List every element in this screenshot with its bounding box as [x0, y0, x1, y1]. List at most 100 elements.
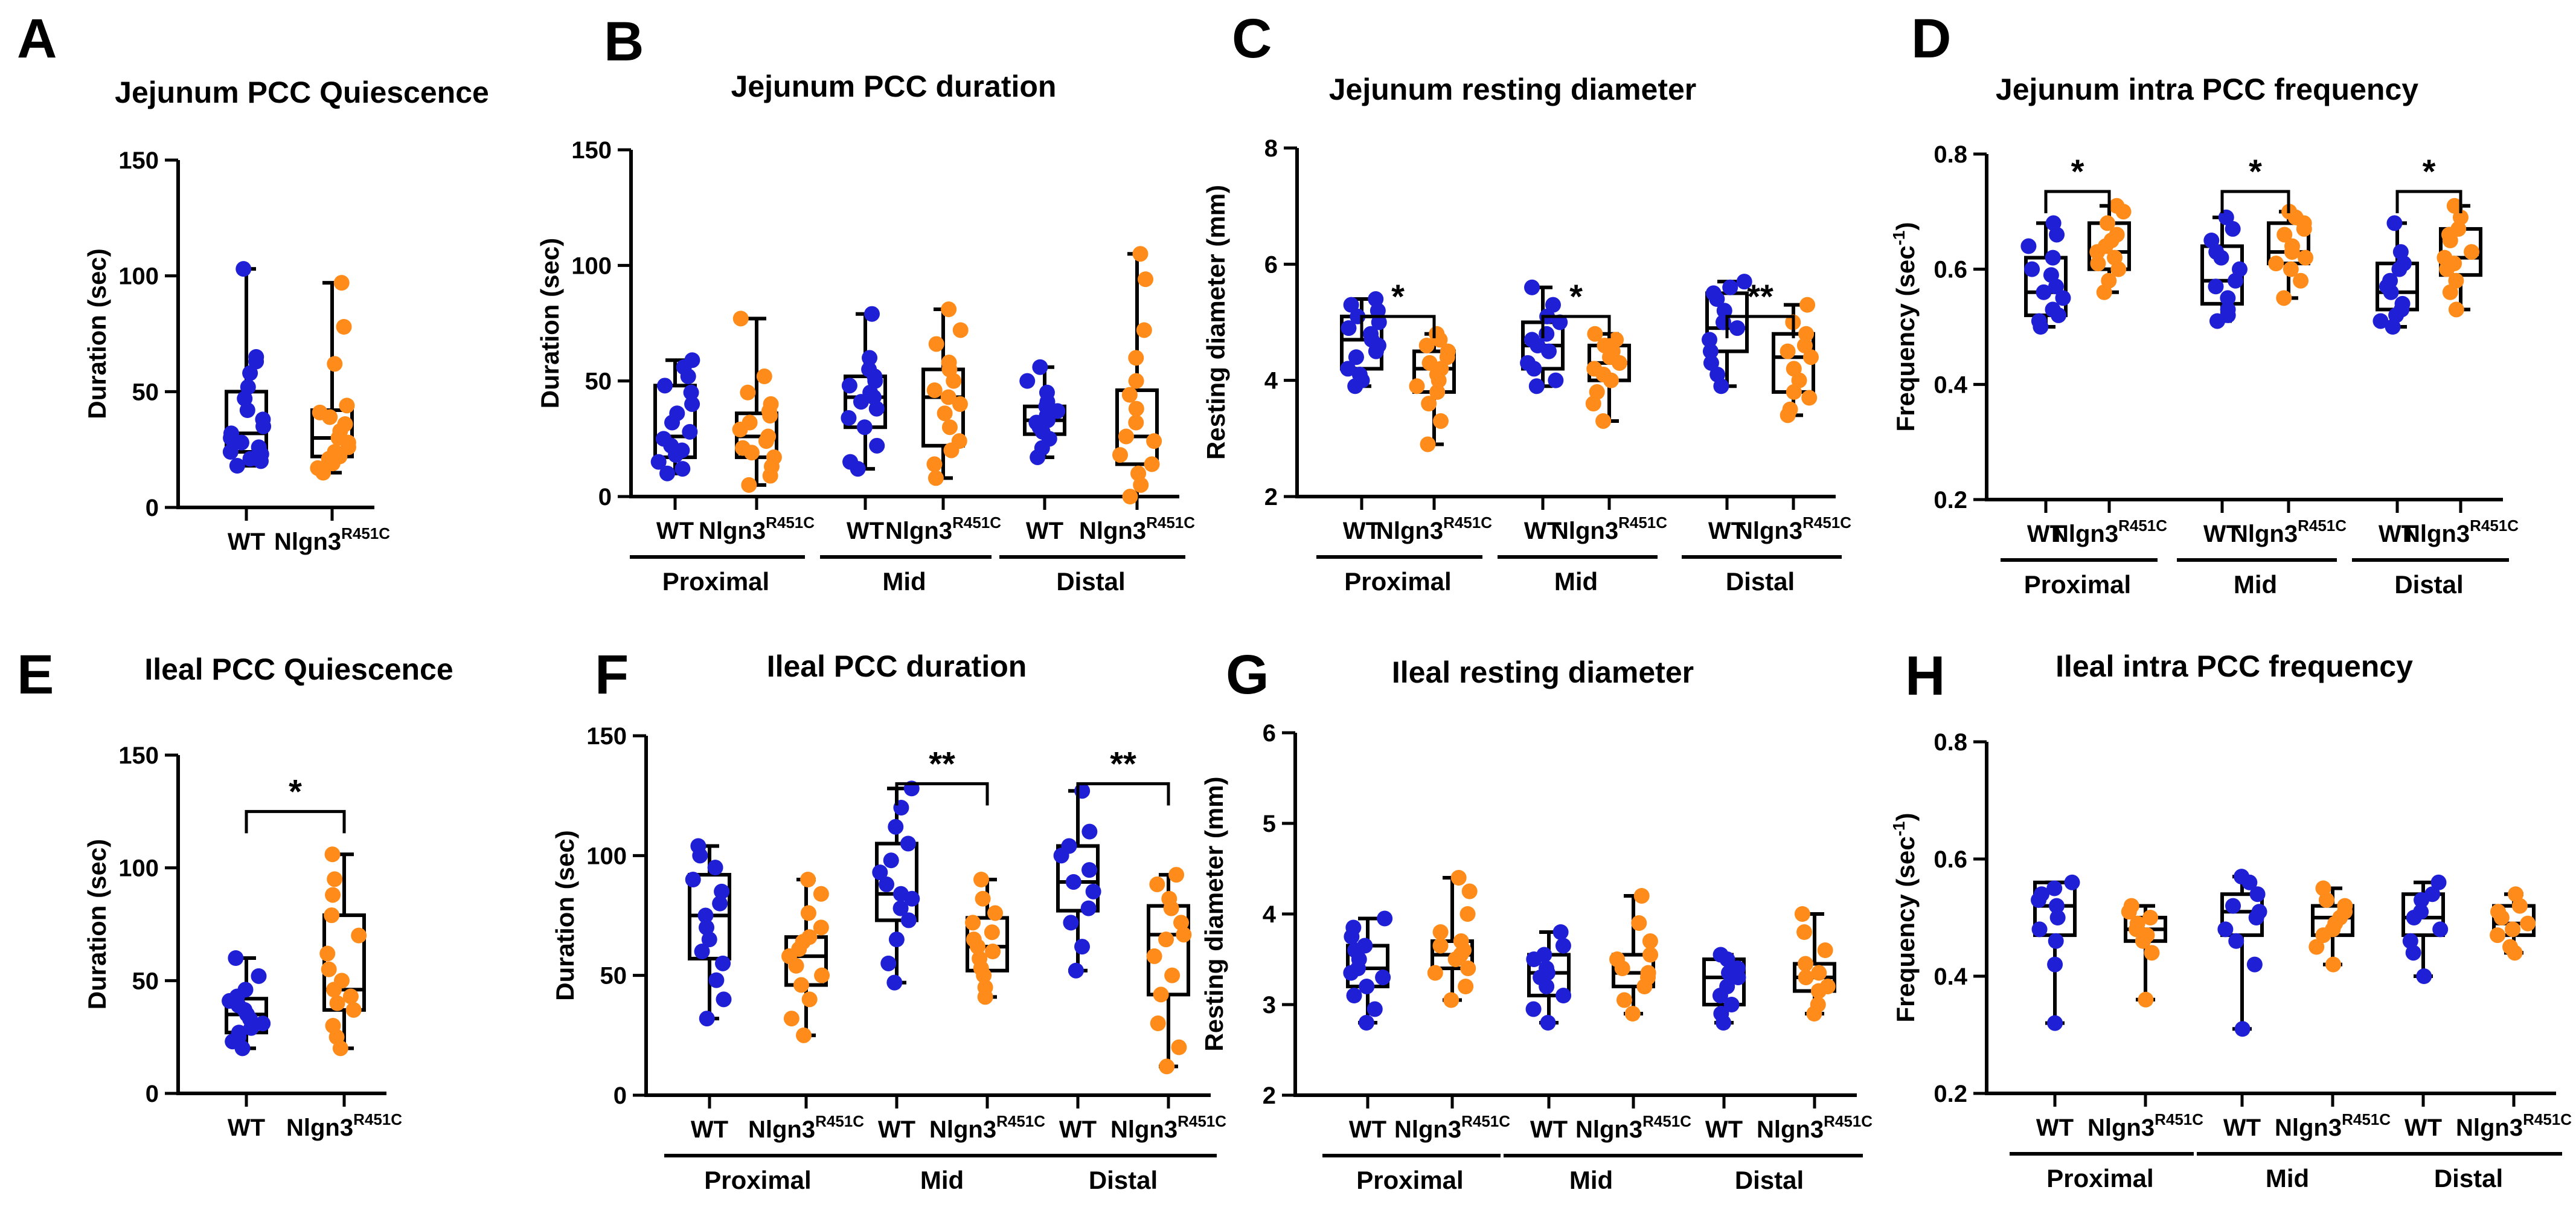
panel-letter: F — [595, 644, 629, 706]
data-point — [1112, 447, 1128, 463]
data-point — [255, 1015, 271, 1032]
data-point — [1081, 823, 1098, 840]
panel-letter: H — [1905, 645, 1945, 707]
significance-bracket — [2220, 190, 2290, 213]
data-point — [1780, 343, 1796, 359]
data-point — [1520, 355, 1536, 371]
y-tick-label: 0.6 — [1934, 257, 1967, 283]
data-point — [2508, 886, 2524, 903]
y-tick-label: 0.4 — [1934, 372, 1967, 398]
data-point — [1458, 979, 1474, 994]
data-point — [886, 974, 903, 991]
section-label: Proximal — [1344, 567, 1451, 596]
data-point — [2394, 295, 2411, 312]
data-point — [327, 444, 343, 460]
box-group-mut: Nlgn3R451C — [2403, 198, 2519, 547]
x-tick-label: WT — [2405, 1115, 2442, 1141]
significance-marker: * — [2071, 152, 2084, 190]
data-point — [1810, 997, 1826, 1012]
y-tick-label: 100 — [586, 843, 627, 869]
data-point — [1421, 396, 1437, 412]
data-point — [2109, 227, 2125, 243]
data-point — [1159, 1058, 1175, 1075]
data-point — [763, 396, 779, 412]
data-point — [2231, 261, 2248, 277]
chart-title: Jejunum resting diameter — [1329, 72, 1697, 106]
data-point — [708, 972, 725, 988]
data-point — [893, 886, 909, 902]
data-point — [1340, 361, 1356, 377]
data-point — [951, 433, 967, 449]
data-point — [2138, 991, 2154, 1008]
data-point — [716, 991, 732, 1008]
data-point — [2276, 227, 2293, 243]
data-point — [966, 931, 982, 948]
data-point — [800, 905, 816, 921]
box-group-wt: WT — [1340, 291, 1387, 544]
significance-bracket — [1076, 782, 1170, 806]
data-point — [1173, 915, 1190, 931]
data-point — [701, 931, 717, 948]
data-point — [345, 1002, 362, 1018]
x-tick-label: Nlgn3R451C — [2275, 1110, 2391, 1141]
data-point — [2055, 290, 2071, 306]
data-point — [2144, 945, 2160, 961]
x-tick-label: WT — [1708, 518, 1746, 544]
x-tick-label: Nlgn3R451C — [929, 1112, 1045, 1143]
y-tick-label: 0.8 — [1934, 729, 1967, 756]
x-tick-label: WT — [2203, 521, 2241, 547]
data-point — [965, 915, 981, 931]
section-label: Distal — [1726, 567, 1795, 596]
data-point — [1132, 246, 1149, 262]
data-point — [657, 378, 673, 394]
data-point — [1341, 320, 1357, 336]
data-point — [1366, 1001, 1383, 1017]
data-point — [1796, 924, 1813, 940]
y-tick-label: 50 — [600, 963, 627, 989]
box-group-wt: WT — [1702, 947, 1746, 1143]
box-group-wt: WT — [1343, 910, 1393, 1143]
data-point — [715, 955, 731, 971]
data-point — [941, 419, 958, 436]
data-point — [735, 440, 751, 456]
data-point — [1586, 361, 1603, 377]
data-point — [900, 835, 916, 852]
chart-title: Ileal resting diameter — [1392, 655, 1694, 689]
data-point — [1819, 979, 1836, 994]
data-point — [2463, 244, 2479, 260]
section-label: Distal — [1056, 567, 1125, 596]
y-tick-label: 4 — [1264, 368, 1278, 394]
data-point — [814, 967, 830, 983]
data-point — [1128, 401, 1144, 417]
y-tick-label: 2 — [1263, 1083, 1276, 1109]
data-point — [1536, 947, 1552, 963]
data-point — [1624, 1006, 1641, 1022]
x-tick-label: Nlgn3R451C — [2403, 516, 2519, 547]
chart-title: Jejunum PCC Quiescence — [115, 76, 489, 109]
data-point — [800, 872, 816, 887]
x-tick-label: Nlgn3R451C — [1079, 513, 1195, 544]
x-tick-label: WT — [1524, 518, 1562, 544]
data-point — [1798, 326, 1815, 342]
data-point — [952, 396, 968, 412]
panel-letter: C — [1232, 8, 1272, 69]
data-point — [1375, 970, 1391, 985]
data-point — [1168, 867, 1185, 883]
data-point — [1128, 414, 1144, 431]
data-point — [888, 819, 904, 835]
data-point — [248, 349, 264, 365]
data-point — [683, 384, 699, 401]
data-point — [862, 350, 878, 366]
y-tick-label: 0 — [146, 495, 159, 521]
data-point — [1450, 870, 1467, 886]
box-group-mut: Nlgn3R451C — [274, 275, 390, 555]
data-point — [2203, 233, 2220, 248]
data-point — [2432, 921, 2449, 938]
box-group-mut: Nlgn3R451C — [1575, 888, 1691, 1143]
data-point — [1729, 320, 1745, 336]
data-point — [222, 444, 239, 460]
box-group-mut: Nlgn3R451C — [1079, 246, 1195, 544]
data-point — [2020, 238, 2037, 254]
data-point — [674, 461, 691, 477]
